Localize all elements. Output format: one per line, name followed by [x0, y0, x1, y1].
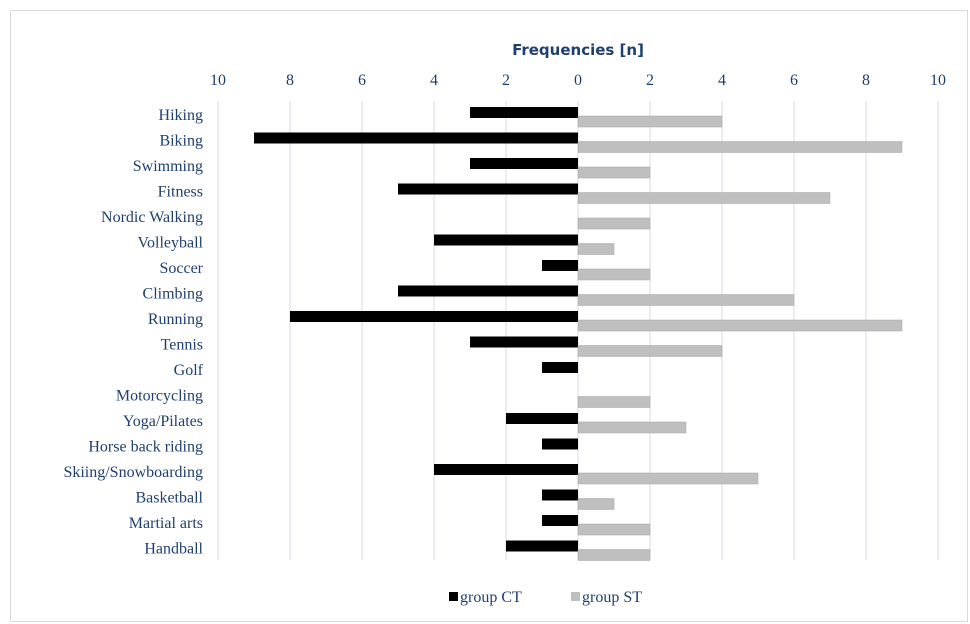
legend: group CT group ST	[449, 589, 642, 606]
category-label: Biking	[159, 133, 203, 150]
category-label: Golf	[174, 362, 204, 379]
x-tick-label: 4	[718, 72, 726, 89]
category-label: Motorcycling	[116, 388, 203, 405]
category-label: Tennis	[161, 337, 203, 354]
bars	[254, 107, 903, 561]
bar-group-st	[577, 523, 651, 536]
x-tick-label: 0	[574, 72, 582, 89]
x-tick-label: 8	[862, 72, 870, 89]
bar-group-ct	[254, 132, 578, 144]
x-tick-label: 2	[502, 72, 510, 89]
bar-group-st	[577, 115, 723, 128]
x-axis-title: Frequencies [n]	[512, 41, 644, 59]
category-label: Running	[148, 311, 203, 328]
x-tick-label: 4	[430, 72, 438, 89]
x-tick-label: 2	[646, 72, 654, 89]
category-labels: Hiking Biking Swimming Fitness Nordic Walkin…	[63, 107, 203, 558]
bar-group-ct	[398, 183, 578, 195]
category-label: Climbing	[143, 286, 203, 303]
category-label: Nordic Walking	[101, 209, 203, 226]
bar-group-ct	[434, 464, 578, 475]
bar-group-ct	[542, 362, 578, 373]
category-label: Hiking	[159, 107, 203, 124]
x-tick-labels: 10 8 6 4 2 0 2 4 6 8 10	[210, 72, 946, 89]
bar-group-ct	[542, 260, 578, 271]
bar-group-ct	[542, 438, 578, 450]
bar-group-ct	[398, 285, 578, 297]
category-label: Fitness	[158, 184, 203, 201]
bar-group-ct	[470, 158, 578, 169]
bar-group-st	[577, 217, 651, 230]
bar-group-st	[577, 268, 651, 281]
legend-label-group-ct: group CT	[460, 589, 522, 606]
bar-group-st	[577, 243, 615, 255]
category-label: Basketball	[135, 490, 203, 507]
bar-group-ct	[434, 234, 578, 246]
category-label: Yoga/Pilates	[123, 413, 203, 430]
bar-group-ct	[542, 515, 578, 526]
x-tick-label: 6	[790, 72, 798, 89]
category-label: Handball	[144, 541, 203, 558]
x-tick-label: 10	[210, 72, 226, 89]
bar-group-st	[577, 294, 795, 306]
legend-label-group-st: group ST	[582, 589, 642, 606]
category-label: Martial arts	[129, 515, 203, 532]
bar-group-ct	[470, 336, 578, 348]
category-label: Horse back riding	[88, 439, 203, 456]
bar-group-st	[577, 345, 723, 357]
category-label: Volleyball	[138, 235, 204, 252]
legend-swatch-group-ct	[449, 592, 458, 601]
x-tick-label: 10	[930, 72, 946, 89]
bar-group-ct	[542, 489, 578, 501]
legend-swatch-group-st	[571, 592, 580, 601]
bar-group-st	[577, 498, 615, 510]
bar-group-st	[577, 319, 903, 332]
x-tick-label: 6	[358, 72, 366, 89]
category-label: Soccer	[159, 260, 203, 277]
bar-group-st	[577, 421, 687, 434]
bar-group-ct	[506, 413, 578, 424]
bar-group-st	[577, 472, 759, 485]
category-label: Skiing/Snowboarding	[63, 464, 203, 481]
bar-group-ct	[506, 540, 578, 552]
x-tick-label: 8	[286, 72, 294, 89]
bar-group-ct	[470, 107, 578, 118]
bar-group-st	[577, 396, 651, 408]
bar-group-st	[577, 549, 651, 561]
bar-group-st	[577, 192, 831, 204]
category-label: Swimming	[133, 158, 203, 175]
bar-group-ct	[290, 311, 578, 322]
bar-group-st	[577, 141, 903, 153]
bar-group-st	[577, 166, 651, 179]
